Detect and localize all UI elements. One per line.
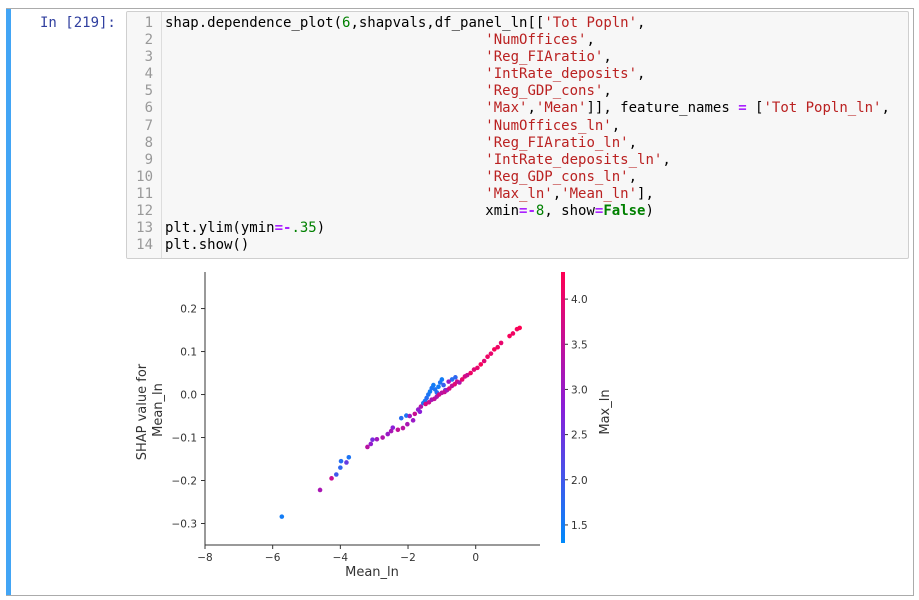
code-token: 'NumOffices_ln' xyxy=(485,117,612,134)
code-token xyxy=(165,186,485,202)
code-token: , xyxy=(586,32,595,49)
code-line: 8 'Reg_FIAratio_ln', xyxy=(127,135,890,152)
line-number: 2 xyxy=(144,32,153,49)
code-token xyxy=(165,169,485,185)
code-token: , xyxy=(662,151,671,168)
code-line: 12 xmin=-8, show=False) xyxy=(127,203,890,220)
code-token: 'NumOffices' xyxy=(485,32,587,49)
code-token: = xyxy=(519,203,528,220)
code-line: 3 'Reg_FIAratio', xyxy=(127,49,890,66)
code-token: .35 xyxy=(291,220,317,237)
code-token: 6 xyxy=(342,15,351,31)
code-token: 'Max_ln' xyxy=(485,185,553,202)
code-line: 2 'NumOffices', xyxy=(127,32,890,49)
code-token: , xyxy=(611,117,621,134)
line-number: 4 xyxy=(144,66,153,83)
code-token xyxy=(165,118,485,134)
code-token: xmin xyxy=(165,203,520,220)
code-token: 'Tot Popln' xyxy=(544,15,638,31)
code-token: , xyxy=(527,100,536,117)
code-token xyxy=(165,83,485,99)
code-token: - xyxy=(527,203,536,220)
code-line: 6 'Max','Mean']], feature_names = ['Tot … xyxy=(127,100,890,117)
code-token: 'Max' xyxy=(485,100,528,117)
line-number: 11 xyxy=(136,185,153,202)
code-token: plt.ylim(ymin xyxy=(165,220,275,237)
code-token: 'Mean' xyxy=(535,100,587,117)
code-editor[interactable]: 1 shap.dependence_plot(6,shapvals,df_pane… xyxy=(126,11,909,259)
code-token: ) xyxy=(316,220,326,237)
line-number-gutter xyxy=(127,12,162,258)
line-number: 14 xyxy=(136,237,153,254)
code-token xyxy=(165,152,485,168)
code-line: 7 'NumOffices_ln', xyxy=(127,118,890,135)
code-token: , xyxy=(552,185,562,202)
code-token: ], xyxy=(637,185,654,202)
code-token: 'Reg_FIAratio' xyxy=(485,49,604,66)
line-number: 13 xyxy=(136,220,153,237)
code-lines: 1 shap.dependence_plot(6,shapvals,df_pane… xyxy=(127,15,890,254)
code-line: 1 shap.dependence_plot(6,shapvals,df_pane… xyxy=(127,15,890,32)
code-token: = xyxy=(738,100,747,117)
code-line: 10 'Reg_GDP_cons_ln', xyxy=(127,169,890,186)
code-line: 9 'IntRate_deposits_ln', xyxy=(127,152,890,169)
line-number: 3 xyxy=(144,49,153,66)
code-token: , xyxy=(628,168,638,185)
cell-selection-bar xyxy=(6,9,11,595)
code-token: 'Tot Popln_ln' xyxy=(763,100,882,117)
code-token: 'Reg_GDP_cons' xyxy=(485,83,604,100)
code-token: , xyxy=(637,15,646,31)
code-token xyxy=(165,49,485,65)
code-token: 'Reg_FIAratio_ln' xyxy=(485,134,629,151)
code-token: ,shapvals,df_panel_ln[[ xyxy=(350,15,545,31)
code-token: ) xyxy=(645,203,654,220)
code-token xyxy=(165,66,485,82)
code-token xyxy=(165,32,485,48)
code-token: = xyxy=(594,203,604,220)
code-token: , xyxy=(603,49,612,66)
code-token: , show xyxy=(544,203,595,220)
line-number: 9 xyxy=(144,151,153,168)
code-line: 14 plt.show() xyxy=(127,237,890,254)
code-token: 'Reg_GDP_cons_ln' xyxy=(485,168,629,185)
code-token: False xyxy=(603,203,646,220)
code-token: ]], feature_names xyxy=(586,100,739,117)
code-token xyxy=(165,100,485,116)
code-line: 5 'Reg_GDP_cons', xyxy=(127,83,890,100)
line-number: 5 xyxy=(144,83,153,100)
line-number: 6 xyxy=(144,100,153,117)
code-token: [ xyxy=(746,100,764,117)
code-token: 8 xyxy=(535,203,545,220)
code-token: shap.dependence_plot( xyxy=(165,15,343,31)
code-line: 4 'IntRate_deposits', xyxy=(127,66,890,83)
code-token: , xyxy=(881,100,890,117)
code-token: - xyxy=(283,220,292,237)
code-line: 11 'Max_ln','Mean_ln'], xyxy=(127,186,890,203)
line-number: 1 xyxy=(144,15,153,31)
code-token: , xyxy=(628,134,638,151)
code-token: , xyxy=(603,83,612,100)
line-number: 7 xyxy=(144,117,153,134)
code-line: 13 plt.ylim(ymin=-.35) xyxy=(127,220,890,237)
code-token: 'IntRate_deposits_ln' xyxy=(485,151,663,168)
code-token: plt.show() xyxy=(165,237,250,254)
code-token: = xyxy=(274,220,284,237)
line-number: 10 xyxy=(136,168,153,185)
code-token: 'IntRate_deposits' xyxy=(485,66,638,83)
code-token: 'Mean_ln' xyxy=(561,185,638,202)
line-number: 12 xyxy=(136,203,153,220)
cell-prompt: In [219]: xyxy=(40,15,116,31)
line-number: 8 xyxy=(144,134,153,151)
code-token xyxy=(165,135,485,151)
code-token: , xyxy=(637,66,646,83)
